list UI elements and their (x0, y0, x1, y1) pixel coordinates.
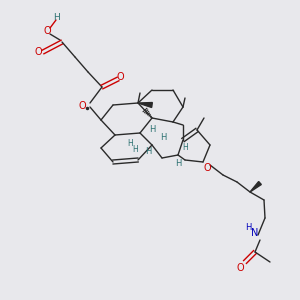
Text: H: H (52, 13, 59, 22)
Text: H: H (127, 139, 133, 148)
Text: O: O (236, 263, 244, 273)
Text: H: H (145, 148, 151, 157)
Polygon shape (250, 182, 261, 192)
Text: O: O (203, 163, 211, 173)
Text: H: H (132, 146, 138, 154)
Text: O: O (43, 26, 51, 36)
Text: O: O (116, 72, 124, 82)
Text: H: H (149, 125, 155, 134)
Text: H: H (182, 143, 188, 152)
Text: H: H (175, 158, 181, 167)
Text: N: N (251, 228, 259, 238)
Text: H: H (160, 133, 166, 142)
Text: O: O (78, 101, 86, 111)
Text: O: O (34, 47, 42, 57)
Text: H: H (245, 224, 251, 232)
Polygon shape (138, 103, 152, 107)
